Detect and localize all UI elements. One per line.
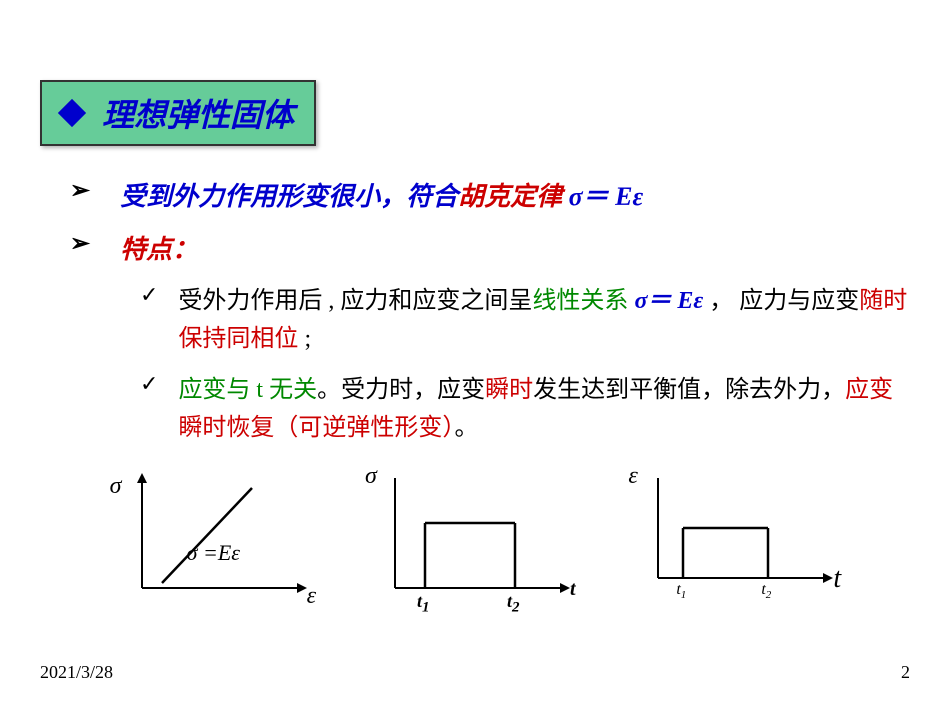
arrow-icon: ➢ [70,176,90,205]
bullet1-text: 受到外力作用形变很小，符合胡克定律 σ＝ Εε [120,176,643,213]
graph2-svg [365,468,585,618]
sub-bullet-2: ✓ 应变与 t 无关。受力时，应变瞬时发生达到平衡值，除去外力，应变瞬时恢复（可… [140,371,910,448]
graph-1-stress-strain: σ ε σ =Eε [102,468,322,618]
graph2-ylabel: σ [365,463,377,490]
graph3-t2: t2 [761,581,771,601]
graph2-xlabel: t [570,578,576,601]
graph-2-stress-time: σ t t1 t2 [365,468,585,618]
footer-page: 2 [901,662,910,683]
graph1-ylabel: σ [110,473,122,500]
graphs-container: σ ε σ =Eε σ t t1 t2 ε t t1 t2 [40,468,910,618]
sub-bullet-1: ✓ 受外力作用后 , 应力和应变之间呈线性关系 σ＝ Εε ， 应力与应变随时保… [140,282,910,359]
bullet-2: ➢ 特点： [70,229,910,266]
graph3-t1: t1 [676,581,686,601]
arrow-icon: ➢ [70,229,90,258]
graph2-t1: t1 [417,591,430,617]
title-text: 理想弹性固体 [102,90,294,136]
diamond-icon [58,99,86,127]
sub1-text: 受外力作用后 , 应力和应变之间呈线性关系 σ＝ Εε ， 应力与应变随时保持同… [178,282,910,359]
check-icon: ✓ [140,371,158,397]
bullet2-text: 特点： [120,229,198,266]
check-icon: ✓ [140,282,158,308]
bullet-1: ➢ 受到外力作用形变很小，符合胡克定律 σ＝ Εε [70,176,910,213]
sub2-text: 应变与 t 无关。受力时，应变瞬时发生达到平衡值，除去外力，应变瞬时恢复（可逆弹… [178,371,910,448]
graph-3-strain-time: ε t t1 t2 [628,468,848,618]
graph2-t2: t2 [507,591,520,617]
graph3-ylabel: ε [628,463,637,490]
graph3-svg [628,468,848,618]
footer-date: 2021/3/28 [40,662,113,683]
title-box: 理想弹性固体 [40,80,316,146]
graph1-xlabel: ε [307,583,316,610]
graph1-line-label: σ =Eε [187,540,240,566]
graph3-xlabel: t [833,563,841,595]
